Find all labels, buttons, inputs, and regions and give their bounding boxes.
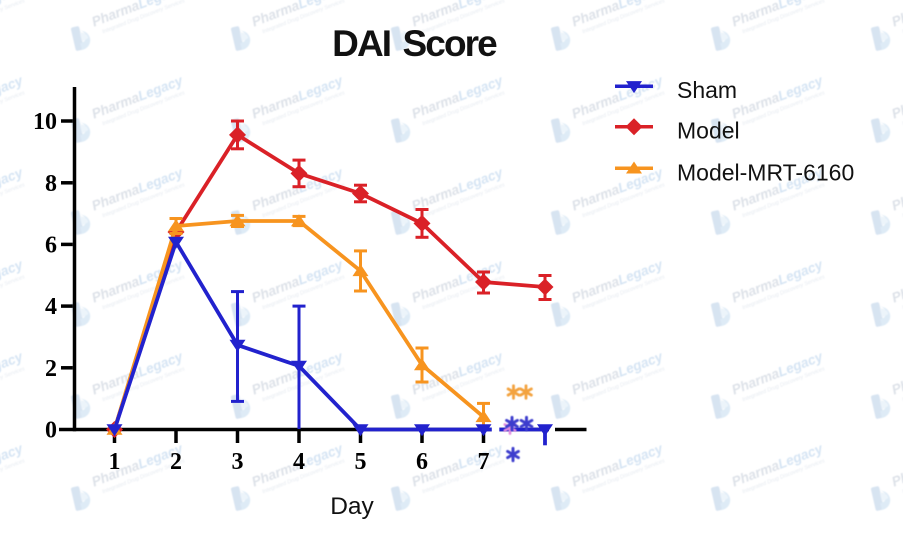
svg-text:0: 0 bbox=[45, 418, 57, 444]
svg-text:7: 7 bbox=[478, 449, 490, 475]
svg-text:3: 3 bbox=[232, 449, 244, 475]
svg-text:10: 10 bbox=[33, 109, 57, 135]
svg-text:Day: Day bbox=[330, 493, 374, 520]
svg-text:6: 6 bbox=[416, 449, 428, 475]
svg-text:2: 2 bbox=[170, 449, 182, 475]
svg-text:5: 5 bbox=[355, 449, 367, 475]
svg-text:1: 1 bbox=[109, 449, 121, 475]
svg-text:4: 4 bbox=[45, 294, 57, 320]
svg-text:8: 8 bbox=[45, 171, 57, 197]
svg-text:Model: Model bbox=[677, 118, 740, 144]
svg-text:2: 2 bbox=[45, 356, 57, 382]
svg-text:DAI Score: DAI Score bbox=[332, 23, 497, 64]
svg-text:Sham: Sham bbox=[677, 77, 737, 103]
svg-text:4: 4 bbox=[293, 449, 305, 475]
svg-text:Model-MRT-6160: Model-MRT-6160 bbox=[677, 160, 854, 186]
svg-text:6: 6 bbox=[45, 232, 57, 258]
